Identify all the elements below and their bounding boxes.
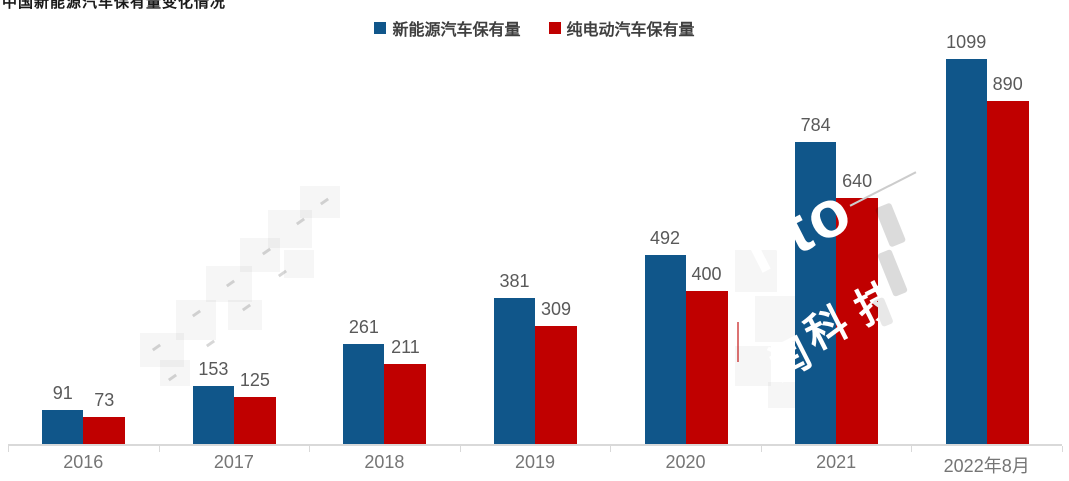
x-label-2019: 2019 [514,452,555,472]
legend-label-bev: 纯电动汽车保有量 [566,22,695,39]
value-label-bev-2021: 640 [842,171,873,191]
bar-bev-2020 [685,291,728,445]
x-label-2016: 2016 [63,452,104,472]
value-label-bev-2017: 125 [239,370,270,390]
bar-bev-2017 [233,397,276,445]
bar-nev-2019 [493,298,535,445]
bar-nev-2021 [795,142,837,445]
value-label-nev-2020: 492 [650,228,681,248]
axis-tick [159,446,160,452]
bar-nev-2018 [343,344,385,445]
legend-swatch-bev-icon [548,22,561,34]
bar-nev-2016 [42,410,84,445]
axis-tick [460,446,461,452]
axis-tick [8,446,9,452]
value-label-nev-2019: 381 [499,271,530,291]
legend-item-nev: 新能源汽车保有量 [374,16,521,40]
axis-tick [761,446,762,452]
bar-bev-2022年8月 [986,101,1029,445]
x-label-2020: 2020 [665,452,706,472]
value-label-nev-2016: 91 [52,383,73,403]
value-label-bev-2018: 211 [391,337,420,357]
axis-tick [309,446,310,452]
value-label-bev-2019: 309 [540,299,571,319]
bar-bev-2018 [384,364,427,445]
gray-watermark-blob [874,202,907,248]
axis-tick [911,446,912,452]
cropped-header-text: 中国新能源汽车保有量变化情况 [2,0,302,9]
axis-tick [1062,446,1063,452]
value-label-nev-2022年8月: 1099 [946,32,987,52]
value-label-bev-2016: 73 [94,390,115,410]
bar-bev-2021 [836,198,879,445]
value-label-bev-2022年8月: 890 [992,74,1023,94]
x-label-2017: 2017 [213,452,254,472]
bar-nev-2022年8月 [945,59,987,445]
bar-bev-2016 [83,417,126,445]
legend-label-nev: 新能源汽车保有量 [392,22,521,39]
x-label-2018: 2018 [364,452,405,472]
value-label-nev-2018: 261 [348,317,379,337]
axis-tick [610,446,611,452]
bar-bev-2019 [534,326,577,445]
value-label-bev-2020: 400 [691,264,722,284]
x-label-2022年8月: 2022年8月 [943,456,1030,476]
red-watermark-remnant [737,322,739,362]
x-label-2021: 2021 [816,452,857,472]
legend-item-bev: 纯电动汽车保有量 [548,16,695,40]
legend-swatch-nev-icon [374,22,387,34]
bar-nev-2017 [192,386,234,445]
x-axis-line [8,444,1062,446]
cropped-header-text-content: 中国新能源汽车保有量变化情况 [2,0,227,9]
value-label-nev-2021: 784 [800,115,831,135]
bar-nev-2020 [644,255,686,445]
value-label-nev-2017: 153 [198,359,229,379]
chart-legend: 新能源汽车保有量 纯电动汽车保有量 [0,16,1069,40]
